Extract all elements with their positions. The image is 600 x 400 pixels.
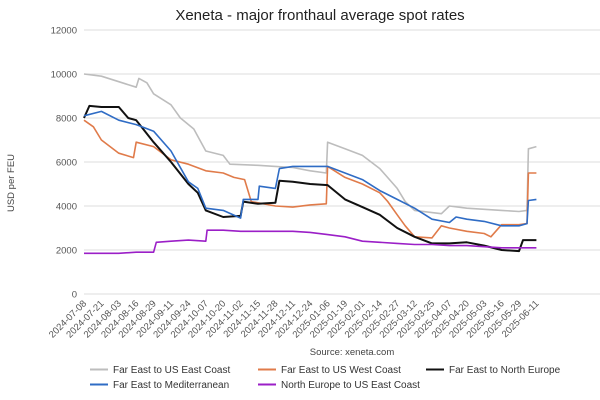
- y-tick-label: 4000: [56, 202, 77, 213]
- x-tick-labels: 2024-07-082024-07-212024-08-032024-08-16…: [47, 298, 542, 340]
- y-axis-label: USD per FEU: [6, 154, 17, 212]
- series-line-2: [83, 119, 537, 239]
- chart-title: Xeneta - major fronthaul average spot ra…: [175, 7, 464, 24]
- series-line-1: [83, 73, 537, 215]
- series-line-5: [84, 229, 537, 255]
- legend: Far East to US East Coast Far East to US …: [90, 365, 561, 391]
- y-tick-label: 6000: [56, 158, 77, 169]
- y-tick-label: 12000: [51, 26, 77, 37]
- legend-label: Far East to Mediterranean: [113, 380, 229, 391]
- grid-lines: [84, 29, 600, 295]
- series-lines: [83, 73, 537, 255]
- y-tick-label: 2000: [56, 246, 77, 257]
- series-line-3: [83, 104, 537, 253]
- legend-label: Far East to US East Coast: [113, 365, 230, 376]
- y-tick-label: 10000: [51, 70, 77, 81]
- y-tick-label: 0: [72, 290, 77, 301]
- y-tick-label: 8000: [56, 114, 77, 125]
- legend-label: Far East to North Europe: [449, 365, 561, 376]
- legend-label: Far East to US West Coast: [281, 365, 401, 376]
- series-line-4: [83, 110, 537, 227]
- legend-label: North Europe to US East Coast: [281, 380, 420, 391]
- source-note: Source: xeneta.com: [310, 347, 395, 358]
- y-tick-labels: 0 2000 4000 6000 8000 10000 12000: [51, 26, 77, 301]
